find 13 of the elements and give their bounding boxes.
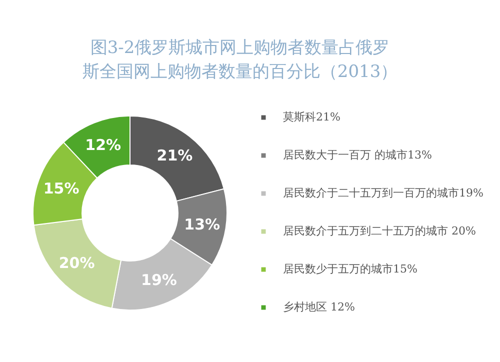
legend-label: 居民数介于五万到二十五万的城市 20% <box>283 224 476 238</box>
data-label: 19% <box>141 270 177 289</box>
legend-label: 居民数介于二十五万到一百万的城市19% <box>283 186 484 200</box>
legend-label: 居民数少于五万的城市15% <box>283 262 418 276</box>
legend-label: 居民数大于一百万 的城市13% <box>283 148 432 162</box>
data-label: 21% <box>156 146 193 164</box>
chart-title: 图3-2俄罗斯城市网上购物者数量占俄罗斯全国网上购物者数量的百分比（2013） <box>82 38 398 82</box>
legend-label: 乡村地区 12% <box>283 300 355 314</box>
legend-label: 莫斯科21% <box>283 110 340 124</box>
data-label: 13% <box>184 215 220 234</box>
data-label: 15% <box>43 179 80 198</box>
data-label: 12% <box>85 136 122 154</box>
data-label: 20% <box>58 254 95 272</box>
